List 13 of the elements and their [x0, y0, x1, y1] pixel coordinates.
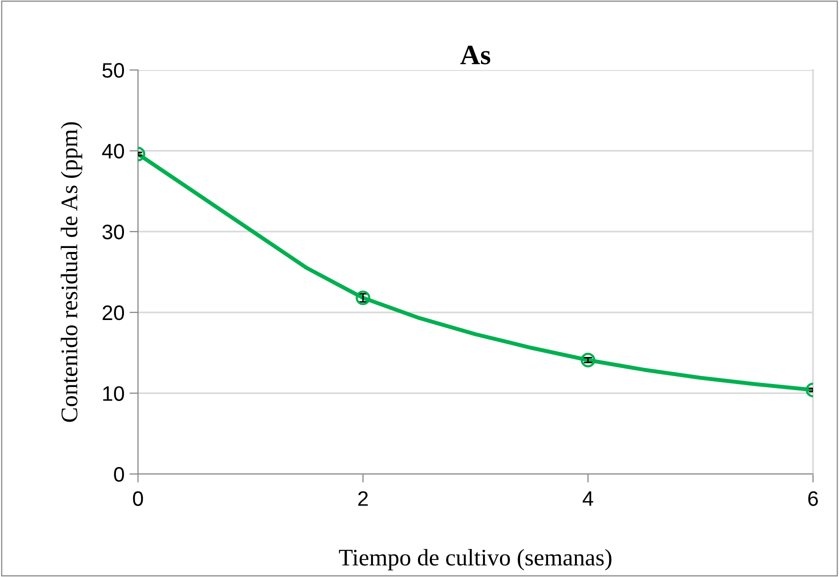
x-tick-label: 4 — [582, 491, 594, 506]
y-tick-label: 50 — [102, 63, 124, 78]
y-tick-label: 40 — [102, 144, 124, 159]
y-tick-label: 0 — [114, 467, 124, 482]
x-tick-label: 0 — [133, 491, 143, 506]
x-tick-label: 6 — [808, 491, 818, 506]
x-tick-label: 2 — [358, 491, 368, 506]
y-tick-label: 20 — [102, 305, 124, 320]
chart-title: As — [460, 46, 490, 64]
x-axis-title: Tiempo de cultivo (semanas) — [338, 548, 612, 570]
y-axis-title: Contenido residual de As (ppm) — [60, 122, 82, 422]
y-tick-label: 30 — [102, 224, 124, 240]
y-tick-label: 10 — [103, 386, 124, 401]
